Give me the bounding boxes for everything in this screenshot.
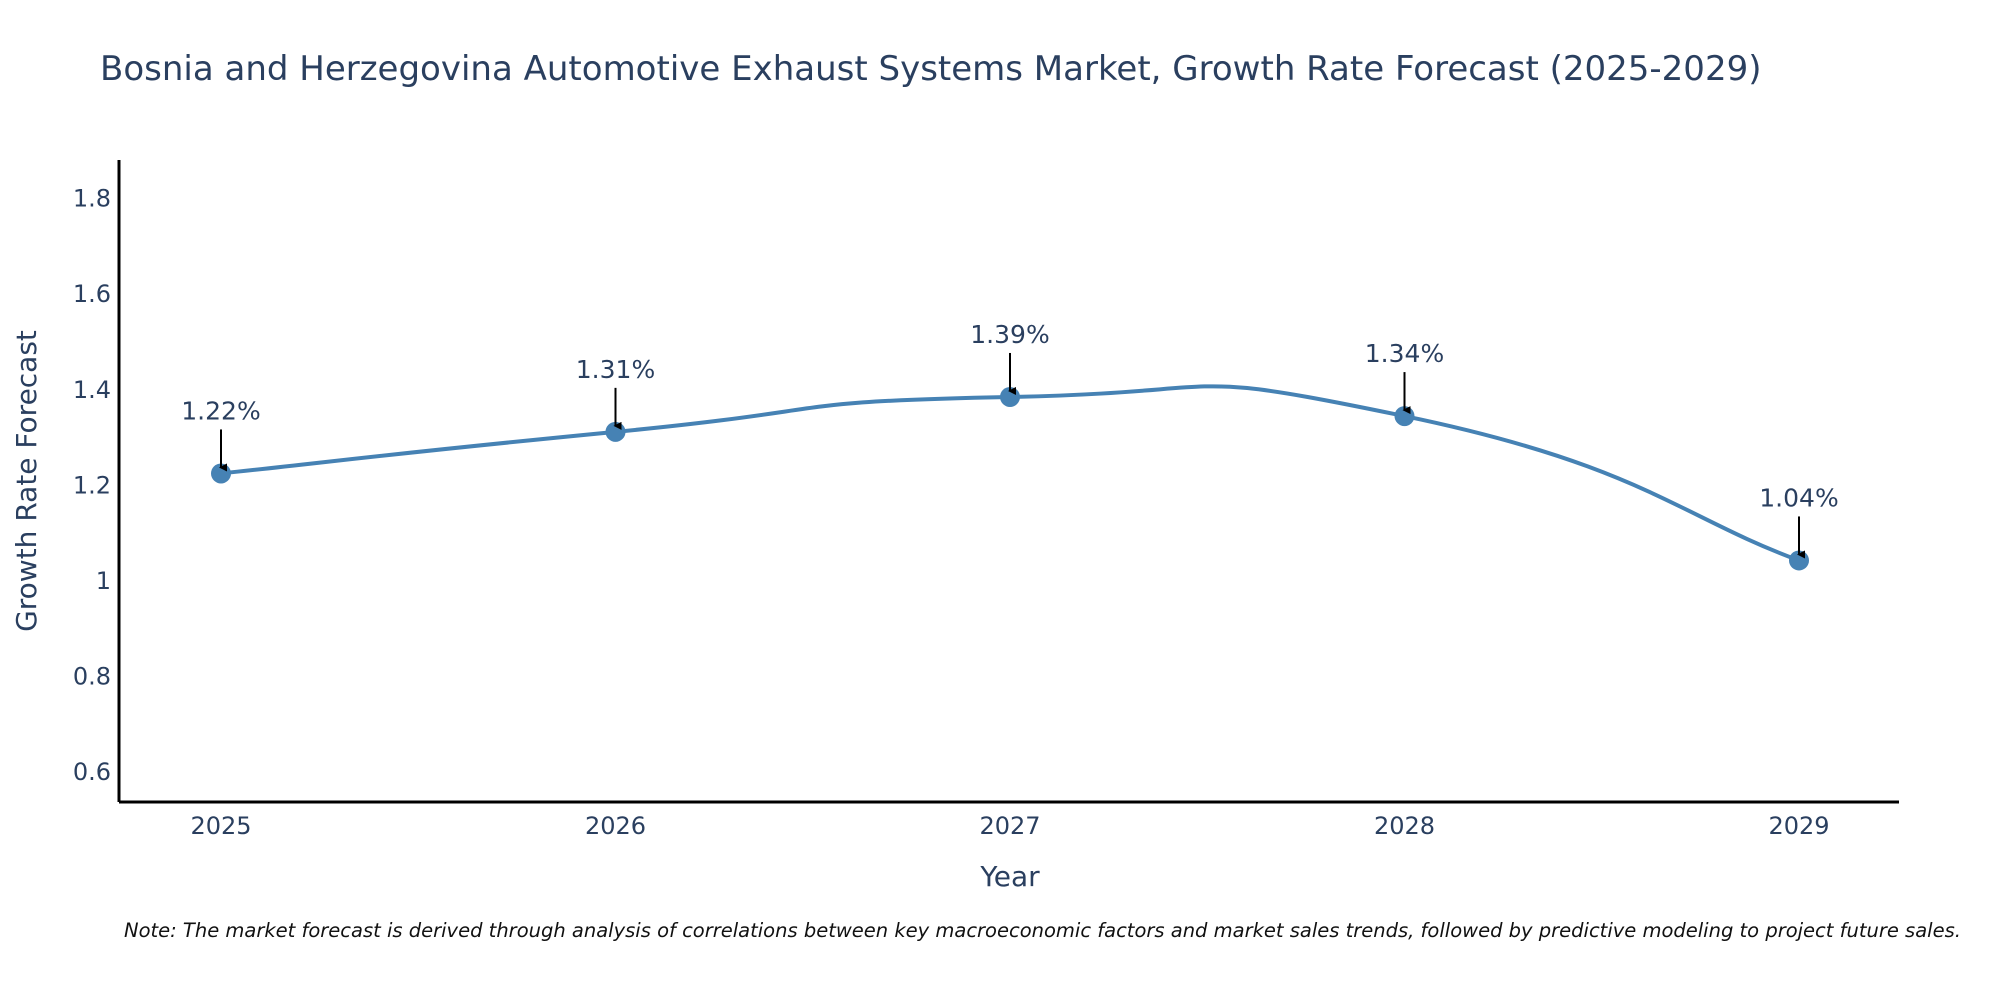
- x-tick-label: 2025: [190, 812, 251, 840]
- y-tick-label: 1.2: [73, 471, 111, 499]
- y-tick-label: 0.6: [73, 758, 111, 786]
- y-axis-title: Growth Rate Forecast: [10, 330, 43, 632]
- y-tick-label: 1.4: [73, 376, 111, 404]
- x-tick-label: 2028: [1374, 812, 1435, 840]
- footnote: Note: The market forecast is derived thr…: [124, 919, 1961, 942]
- y-tick-label: 0.8: [73, 663, 111, 691]
- data-label: 1.39%: [970, 320, 1049, 349]
- chart-title: Bosnia and Herzegovina Automotive Exhaus…: [100, 49, 1761, 89]
- data-label: 1.22%: [181, 396, 260, 425]
- x-tick-labels: 2025 2026 2027 2028 2029: [190, 812, 1829, 840]
- data-label: 1.31%: [576, 355, 655, 384]
- x-tick-label: 2027: [979, 812, 1040, 840]
- y-tick-label: 1.6: [73, 280, 111, 308]
- data-label: 1.34%: [1365, 339, 1444, 368]
- y-tick-labels: 0.6 0.8 1 1.2 1.4 1.6 1.8: [73, 185, 111, 787]
- x-tick-label: 2029: [1768, 812, 1829, 840]
- data-annotations: 1.22% 1.31% 1.39% 1.34% 1.04%: [181, 320, 1839, 559]
- y-tick-label: 1.8: [73, 185, 111, 213]
- x-axis-title: Year: [979, 860, 1040, 893]
- plot-area: 0.6 0.8 1 1.2 1.4 1.6 1.8 2025 2026 2027 2028 2029…: [73, 160, 1899, 840]
- x-tick-label: 2026: [585, 812, 646, 840]
- data-label: 1.04%: [1759, 483, 1838, 512]
- series-line: [219, 384, 1801, 563]
- data-markers: [211, 386, 1809, 571]
- y-tick-label: 1: [96, 567, 111, 595]
